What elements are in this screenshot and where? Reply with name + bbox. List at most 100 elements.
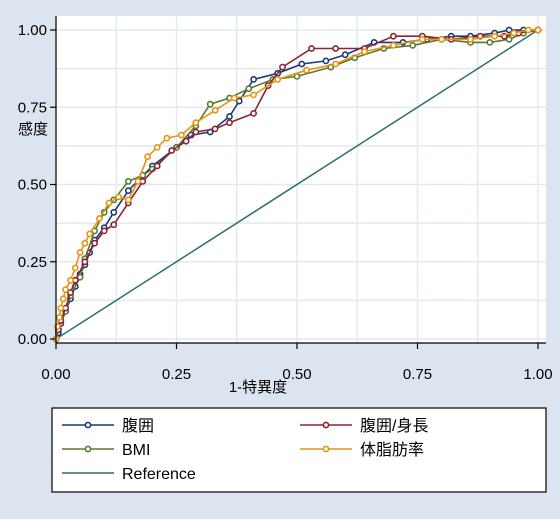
data-point	[361, 48, 368, 55]
data-point	[226, 119, 233, 127]
data-point	[211, 106, 219, 114]
data-point	[525, 26, 532, 34]
data-point	[250, 76, 257, 83]
data-point	[124, 177, 132, 185]
data-point	[67, 276, 74, 284]
x-tick-label: 0.25	[162, 366, 191, 383]
data-point	[134, 177, 142, 185]
legend-marker	[322, 445, 330, 453]
axes	[50, 16, 546, 349]
y-tick-label: 0.00	[18, 331, 47, 348]
data-point	[110, 221, 118, 229]
data-point	[438, 35, 445, 43]
data-point	[86, 230, 94, 238]
data-point	[62, 286, 69, 293]
legend-label: Reference	[122, 466, 196, 483]
data-point	[67, 289, 74, 296]
data-point	[91, 239, 98, 247]
legend-marker	[84, 445, 92, 453]
data-point	[230, 94, 238, 102]
legend-item: 腹囲	[62, 417, 154, 435]
tick-labels: 0.00 0.25 0.50 0.75 1.00 0.00 0.25 0.50 0.75 1.00	[18, 22, 553, 383]
data-point	[274, 76, 282, 83]
legend-marker	[84, 421, 92, 429]
data-point	[389, 42, 397, 49]
data-point	[505, 26, 513, 34]
series-layer	[52, 26, 542, 343]
data-point	[153, 143, 161, 151]
data-point	[491, 32, 498, 40]
data-point	[308, 45, 315, 52]
data-point	[409, 42, 417, 49]
data-point	[81, 239, 89, 247]
data-point	[298, 60, 306, 68]
data-point	[418, 35, 426, 43]
data-point	[467, 35, 474, 43]
y-axis-label: 感度	[18, 121, 48, 138]
data-point	[303, 66, 310, 74]
legend-box	[51, 407, 547, 493]
legend-item: Reference	[62, 466, 196, 483]
data-point	[192, 128, 200, 136]
x-tick-label: 0.50	[282, 366, 311, 383]
data-point	[322, 57, 330, 65]
data-point	[226, 113, 233, 120]
x-tick-label: 0.00	[41, 366, 70, 383]
legend-label: 体脂肪率	[360, 441, 424, 459]
data-point	[332, 60, 339, 68]
legend-marker	[322, 421, 330, 429]
data-point	[389, 32, 397, 40]
series-line	[55, 29, 539, 340]
data-point	[163, 134, 171, 142]
data-point	[110, 208, 118, 216]
y-tick-label: 0.50	[18, 177, 47, 194]
data-point	[59, 295, 67, 303]
data-point	[144, 153, 151, 161]
x-axis-label: 1-特異度	[229, 379, 287, 396]
data-point	[486, 39, 494, 46]
data-point	[168, 147, 176, 154]
data-point	[245, 85, 253, 93]
data-point	[332, 45, 339, 52]
legend-item: BMI	[62, 442, 150, 459]
legend-items: 腹囲 腹囲/身長 BMI 体脂肪率 Reference	[62, 417, 428, 483]
y-tick-label: 0.75	[18, 99, 47, 116]
data-point	[250, 110, 257, 117]
data-point	[71, 264, 79, 272]
y-tick-label: 0.25	[18, 254, 47, 271]
data-point	[105, 199, 113, 207]
data-point	[96, 215, 103, 222]
data-point	[206, 100, 214, 108]
data-point	[250, 91, 257, 99]
data-point	[76, 249, 84, 256]
x-tick-label: 0.75	[403, 366, 432, 383]
legend-label: BMI	[122, 442, 150, 459]
legend-label: 腹囲/身長	[360, 417, 428, 435]
y-tick-label: 1.00	[18, 22, 47, 39]
data-point	[153, 162, 161, 170]
legend-label: 腹囲	[122, 417, 154, 435]
data-point	[211, 125, 219, 133]
x-tick-label: 1.00	[523, 366, 552, 383]
data-point	[182, 137, 190, 145]
legend: 腹囲 腹囲/身長 BMI 体脂肪率 Reference	[51, 407, 547, 493]
data-point	[56, 313, 63, 321]
data-point	[510, 29, 518, 37]
data-point	[177, 131, 185, 139]
data-point	[192, 119, 200, 127]
series-5	[55, 29, 539, 340]
data-point	[81, 258, 89, 266]
grid	[55, 16, 546, 343]
data-point	[279, 63, 286, 71]
data-point	[124, 196, 132, 204]
data-point	[124, 187, 132, 195]
data-point	[57, 304, 65, 312]
data-point	[534, 26, 542, 34]
data-point	[505, 35, 513, 43]
data-point	[341, 51, 349, 59]
data-point	[235, 97, 243, 105]
legend-item: 腹囲/身長	[300, 417, 428, 435]
legend-item: 体脂肪率	[300, 441, 424, 459]
data-point	[115, 193, 123, 201]
